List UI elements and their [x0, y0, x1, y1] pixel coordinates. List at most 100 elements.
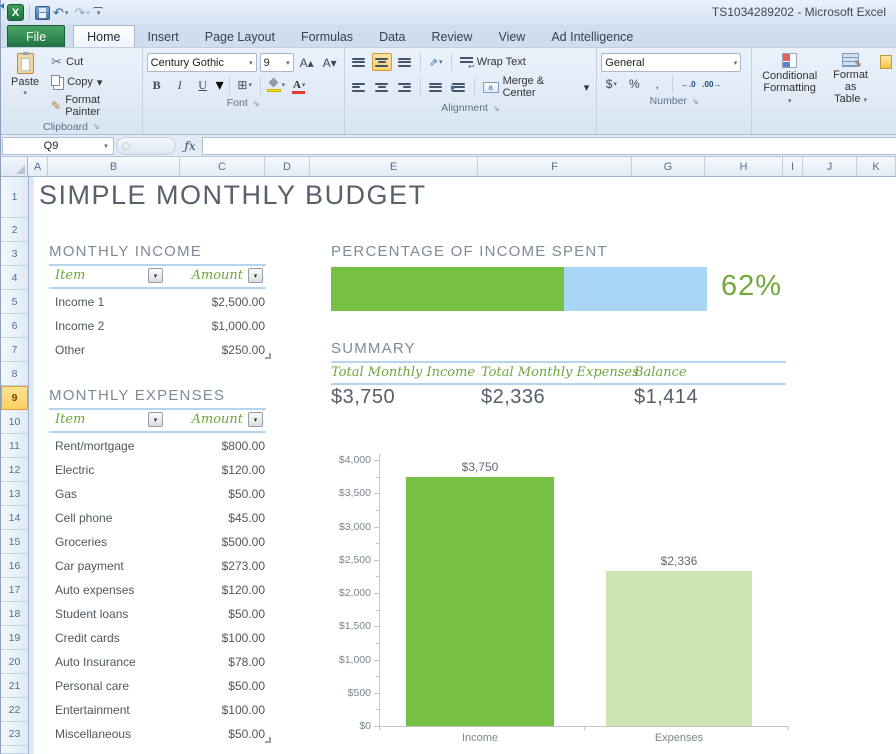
italic-button[interactable]: I [177, 77, 182, 92]
font-family-select[interactable]: Century Gothic ▾ [146, 53, 257, 72]
expense-row[interactable]: Auto expenses $120.00 [29, 578, 289, 602]
income-amount-filter-button[interactable]: ▾ [248, 268, 263, 283]
conditional-formatting-button[interactable]: Conditional Formatting ▾ [756, 51, 823, 110]
column-header-c[interactable]: C [180, 157, 265, 176]
column-header-d[interactable]: D [265, 157, 310, 176]
qat-customize-button[interactable]: ▾ [92, 7, 104, 18]
chart-bar-expenses[interactable] [606, 571, 752, 726]
column-header-k[interactable]: K [857, 157, 896, 176]
borders-button[interactable]: ⊞ ▾ [235, 76, 255, 94]
expense-row[interactable]: Gas $50.00 [29, 482, 289, 506]
expense-row[interactable]: Car payment $273.00 [29, 554, 289, 578]
comma-style-button[interactable]: , [647, 75, 667, 93]
tab-insert[interactable]: Insert [147, 30, 179, 44]
row-header-10[interactable]: 10 [1, 410, 28, 434]
increase-decimal-button[interactable]: ←.0 [680, 79, 696, 89]
expenses-table-resize-handle[interactable] [265, 737, 271, 743]
row-header-15[interactable]: 15 [1, 530, 28, 554]
redo-button[interactable]: ↷ ▾ [71, 4, 92, 22]
column-header-a[interactable]: A [28, 157, 48, 176]
fill-color-button[interactable]: ▾ [266, 76, 287, 94]
expense-row[interactable]: Groceries $500.00 [29, 530, 289, 554]
expense-row[interactable]: Rent/mortgage $800.00 [29, 434, 289, 458]
tab-ad-intelligence[interactable]: Ad Intelligence [551, 30, 634, 44]
row-header-20[interactable]: 20 [1, 650, 28, 674]
shrink-font-button[interactable]: A▾ [322, 55, 337, 70]
row-header-5[interactable]: 5 [1, 290, 28, 314]
row-header-3[interactable]: 3 [1, 242, 28, 266]
select-all-corner[interactable] [1, 157, 28, 176]
row-header-6[interactable]: 6 [1, 314, 28, 338]
tab-home[interactable]: Home [73, 25, 135, 47]
column-header-h[interactable]: H [705, 157, 783, 176]
paste-button[interactable]: Paste ▾ [5, 51, 45, 102]
tab-formulas[interactable]: Formulas [300, 30, 354, 44]
column-header-f[interactable]: F [478, 157, 632, 176]
row-header-11[interactable]: 11 [1, 434, 28, 458]
expense-row[interactable]: Cell phone $45.00 [29, 506, 289, 530]
row-header-1[interactable]: 1 [1, 177, 28, 218]
cell-styles-button-clipped[interactable] [880, 51, 892, 69]
name-box-dropdown-icon[interactable]: ▾ [104, 142, 108, 150]
expense-row[interactable]: Entertainment $100.00 [29, 698, 289, 722]
sheet-canvas[interactable]: SIMPLE MONTHLY BUDGET MONTHLY INCOME Ite… [29, 177, 896, 754]
income-table-resize-handle[interactable] [265, 353, 271, 359]
insert-function-button[interactable]: ƒx [184, 138, 196, 153]
expenses-amount-filter-button[interactable]: ▾ [248, 412, 263, 427]
orientation-button[interactable]: ⇗ ▾ [426, 53, 446, 71]
expense-row[interactable]: Personal care $50.00 [29, 674, 289, 698]
expense-row[interactable]: Credit cards $100.00 [29, 626, 289, 650]
row-header-2[interactable]: 2 [1, 218, 28, 242]
row-header-7[interactable]: 7 [1, 338, 28, 362]
row-header-8[interactable]: 8 [1, 362, 28, 386]
align-middle-button[interactable] [371, 53, 392, 71]
expense-row[interactable]: Miscellaneous $50.00 [29, 722, 289, 746]
column-header-b[interactable]: B [48, 157, 180, 176]
column-header-j[interactable]: J [803, 157, 857, 176]
number-dialog-launcher[interactable]: ⇘ [692, 96, 699, 106]
font-dialog-launcher[interactable]: ⇘ [252, 98, 260, 108]
align-center-button[interactable] [372, 78, 392, 96]
income-item-filter-button[interactable]: ▾ [148, 268, 163, 283]
expense-row[interactable]: Student loans $50.00 [29, 602, 289, 626]
row-header-13[interactable]: 13 [1, 482, 28, 506]
align-left-button[interactable] [349, 78, 369, 96]
tab-review[interactable]: Review [431, 30, 473, 44]
income-row[interactable]: Income 2 $1,000.00 [29, 314, 289, 338]
income-row[interactable]: Other $250.00 [29, 338, 289, 362]
row-header-23[interactable]: 23 [1, 722, 28, 746]
format-as-table-button[interactable]: ✎ Format as Table ▾ [826, 51, 875, 109]
tab-data[interactable]: Data [379, 30, 406, 44]
decrease-decimal-button[interactable]: .00→ [702, 79, 722, 89]
bold-button[interactable]: B [152, 77, 161, 92]
number-format-select[interactable]: General ▾ [601, 53, 742, 72]
clipboard-dialog-launcher[interactable]: ⇘ [92, 122, 100, 131]
row-header-19[interactable]: 19 [1, 626, 28, 650]
row-header-9[interactable]: 9 [1, 386, 28, 410]
undo-button[interactable]: ↶ ▾ [50, 4, 71, 22]
underline-button[interactable]: U [198, 77, 207, 92]
percent-style-button[interactable]: % [624, 75, 644, 93]
row-header-12[interactable]: 12 [1, 458, 28, 482]
name-box[interactable]: Q9 ▾ [2, 136, 114, 155]
tab-page-layout[interactable]: Page Layout [204, 30, 275, 44]
row-header-14[interactable]: 14 [1, 506, 28, 530]
row-header-21[interactable]: 21 [1, 674, 28, 698]
decrease-indent-button[interactable] [426, 78, 446, 96]
font-size-select[interactable]: 9 ▾ [259, 53, 294, 72]
font-color-button[interactable]: A ▾ [289, 76, 309, 94]
column-header-g[interactable]: G [632, 157, 705, 176]
align-bottom-button[interactable] [395, 53, 415, 71]
row-header-17[interactable]: 17 [1, 578, 28, 602]
save-button[interactable] [35, 5, 50, 20]
expense-row[interactable]: Electric $120.00 [29, 458, 289, 482]
expenses-item-filter-button[interactable]: ▾ [148, 412, 163, 427]
alignment-dialog-launcher[interactable]: ⇘ [492, 103, 500, 113]
formula-input[interactable] [202, 136, 896, 155]
tab-file[interactable]: File [7, 25, 66, 47]
column-header-e[interactable]: E [310, 157, 478, 176]
row-header-16[interactable]: 16 [1, 554, 28, 578]
accounting-format-button[interactable]: $ ▾ [601, 75, 621, 93]
grow-font-button[interactable]: A▴ [299, 55, 314, 70]
